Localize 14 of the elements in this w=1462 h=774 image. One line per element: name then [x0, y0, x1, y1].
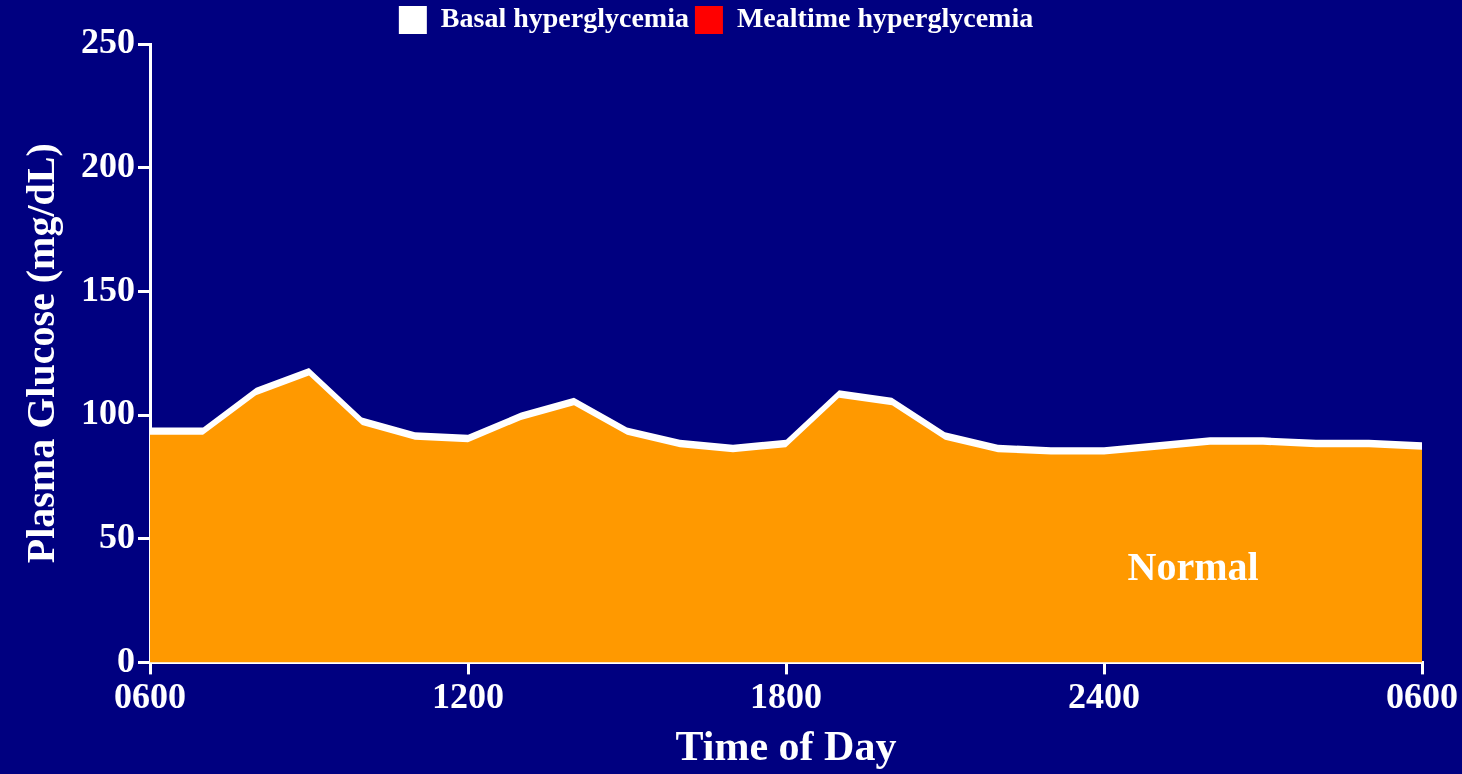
y-tick-label: 150: [81, 268, 135, 309]
annotation: Normal: [1127, 543, 1259, 589]
x-axis-title: Time of Day: [675, 722, 897, 769]
legend-label: Mealtime hyperglycemia: [736, 2, 1034, 34]
y-tick-label: 200: [81, 144, 135, 185]
x-tick-label: 1200: [432, 676, 504, 717]
y-axis-title: Plasma Glucose (mg/dL): [18, 143, 64, 564]
x-tick-label: 1800: [750, 676, 822, 717]
legend-label: Basal hyperglycemia: [440, 2, 689, 34]
y-tick-label: 250: [81, 21, 135, 62]
x-tick-label: 0600: [1386, 676, 1458, 717]
y-tick-label: 50: [99, 516, 135, 557]
y-tick-label: 100: [81, 392, 135, 433]
x-tick-label: 2400: [1068, 676, 1140, 717]
